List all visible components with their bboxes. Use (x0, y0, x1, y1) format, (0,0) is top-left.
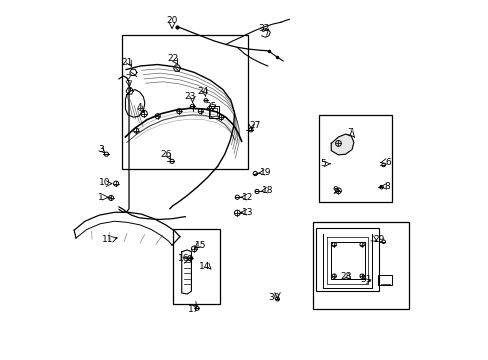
Text: 9: 9 (331, 186, 337, 195)
Text: 25: 25 (205, 102, 217, 111)
Text: 14: 14 (198, 262, 209, 271)
Text: 12: 12 (242, 193, 253, 202)
Text: 3: 3 (98, 145, 104, 154)
Bar (122, 35, 247, 169)
Text: 20: 20 (166, 16, 177, 25)
Bar (312, 222, 408, 309)
Text: 17: 17 (187, 305, 199, 314)
Text: 21: 21 (121, 58, 132, 67)
Text: 24: 24 (197, 86, 208, 95)
Text: 27: 27 (249, 121, 261, 130)
Text: 26: 26 (160, 150, 172, 159)
Text: 29: 29 (372, 235, 384, 244)
Text: 8: 8 (384, 182, 389, 191)
Text: 22: 22 (167, 54, 178, 63)
Text: 18: 18 (262, 186, 273, 195)
Text: 31: 31 (360, 275, 371, 284)
Bar (173, 229, 220, 304)
Text: 23: 23 (184, 92, 195, 101)
Bar (330, 242, 365, 279)
Text: 15: 15 (195, 241, 206, 250)
Polygon shape (330, 134, 353, 155)
Bar (316, 228, 378, 291)
Text: 30: 30 (267, 293, 279, 302)
Text: 32: 32 (258, 24, 269, 33)
Text: 10: 10 (99, 178, 110, 187)
Text: 6: 6 (384, 158, 390, 167)
Text: 7: 7 (346, 128, 352, 137)
Text: 11: 11 (102, 235, 113, 244)
Text: 1: 1 (97, 193, 103, 202)
Bar (210, 108, 217, 116)
Text: 4: 4 (137, 103, 142, 112)
Bar (377, 275, 391, 285)
Text: 16: 16 (178, 254, 189, 263)
Text: 2: 2 (125, 75, 130, 84)
Text: 13: 13 (242, 208, 253, 217)
Text: 28: 28 (339, 272, 350, 281)
Bar (208, 107, 218, 118)
Text: 19: 19 (259, 168, 270, 177)
Bar (319, 115, 391, 202)
Text: 5: 5 (320, 159, 325, 168)
